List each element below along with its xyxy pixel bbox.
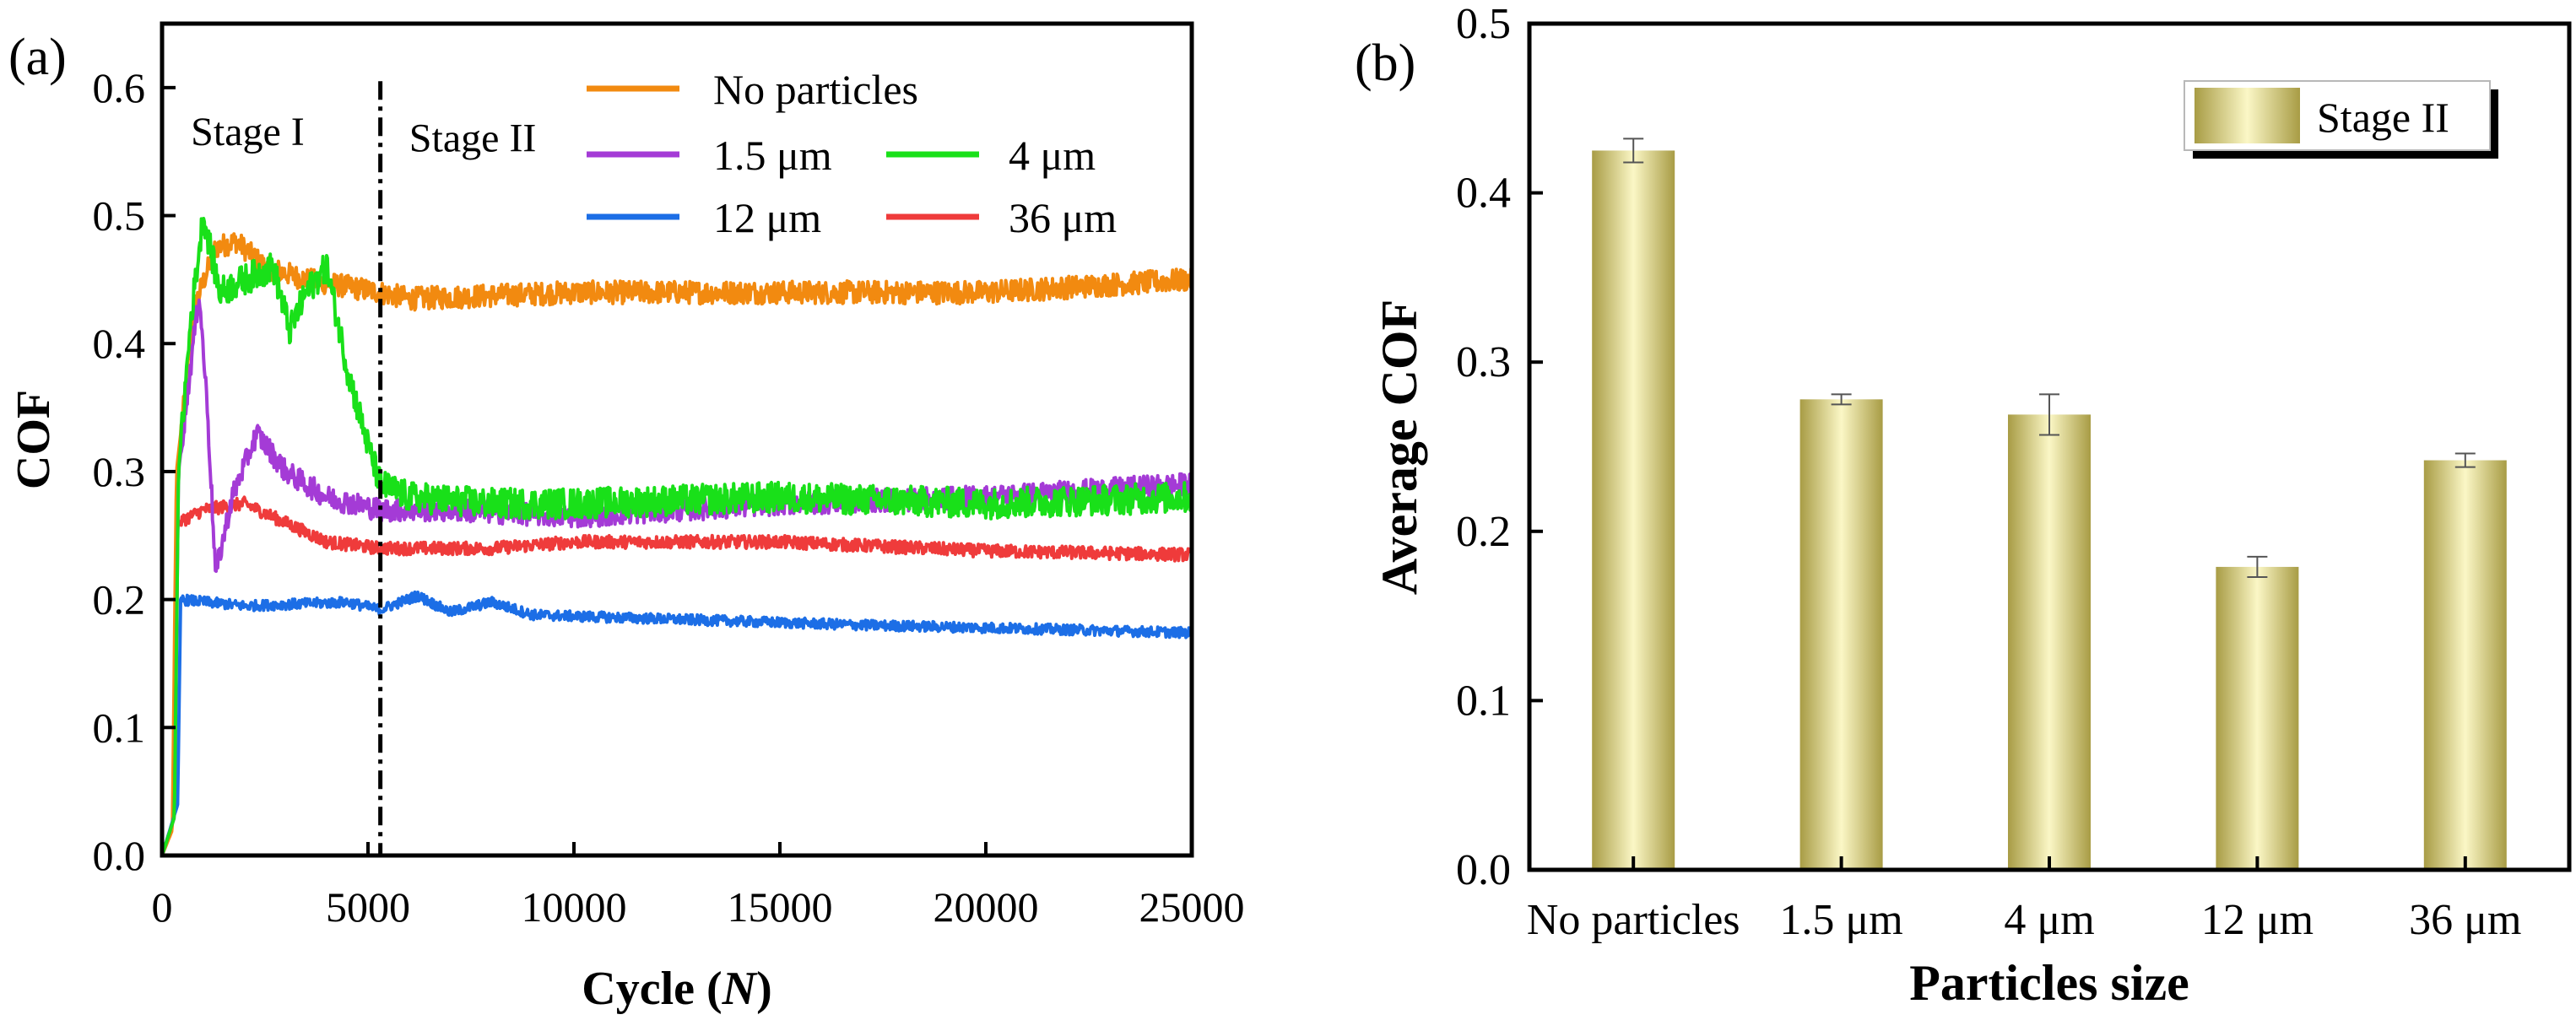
legend-a: No particles 1.5 μm 4 μm 12 μm 36 μm	[587, 66, 1117, 241]
legend-label-1-5um: 1.5 μm	[713, 132, 832, 179]
panel-b-label: (b)	[1355, 35, 1415, 92]
y-tick-label-b: 0.4	[1456, 170, 1511, 218]
legend-label-12um: 12 μm	[713, 194, 821, 241]
x-axis-a: 0 5000 10000 15000 20000 25000	[152, 842, 1245, 931]
x-axis-b: No particles 1.5 μm 4 μm 12 μm 36 μm	[1527, 856, 2521, 944]
x-axis-a-title-end: )	[756, 963, 772, 1015]
x-tick-label-b: 1.5 μm	[1779, 896, 1902, 944]
y-tick-label-b: 0.0	[1456, 846, 1511, 894]
bar	[1592, 150, 1675, 870]
x-tick-label-a: 5000	[326, 883, 410, 931]
x-tick-label-b: 4 μm	[2004, 896, 2094, 944]
y-tick-label-a: 0.2	[93, 576, 146, 623]
x-tick-label-a: 0	[152, 883, 173, 931]
y-tick-label-a: 0.1	[93, 704, 146, 751]
y-tick-label-b: 0.2	[1456, 508, 1511, 556]
bar-group	[1592, 138, 2507, 870]
y-tick-label-a: 0.4	[93, 320, 146, 367]
y-axis-a: 0.0 0.1 0.2 0.3 0.4 0.5 0.6	[93, 64, 176, 879]
y-axis-b-title: Average COF	[1372, 300, 1427, 595]
series-line-p12	[162, 590, 1192, 855]
panel-a: (a) Stage I Stage II 0 5000 10000 15000 2000…	[8, 21, 1245, 1015]
y-tick-label-a: 0.6	[93, 64, 146, 111]
plot-a-frame	[160, 21, 1194, 858]
bar	[2216, 566, 2299, 870]
bar	[2008, 414, 2091, 870]
series-line-no_particles	[162, 232, 1192, 855]
x-tick-label-b: 36 μm	[2409, 896, 2521, 944]
x-tick-label-b: No particles	[1527, 896, 1740, 944]
bar	[1799, 399, 1883, 870]
y-tick-label-a: 0.3	[93, 448, 146, 495]
x-tick-label-a: 15000	[728, 883, 833, 931]
x-axis-a-title-var: N	[722, 963, 759, 1015]
x-tick-label-b: 12 μm	[2201, 896, 2314, 944]
legend-label-36um: 36 μm	[1009, 194, 1117, 241]
panel-b: (b) 0.0 0.1 0.2 0.3 0.4 0.5 No particles 1.5 μ…	[1355, 0, 2572, 1011]
y-tick-label-b: 0.5	[1456, 0, 1511, 48]
legend-b: Stage II	[2184, 80, 2498, 159]
series-line-p4	[162, 217, 1192, 855]
y-axis-a-title: COF	[8, 390, 60, 489]
legend-label-no-particles: No particles	[713, 66, 918, 113]
stage-1-label: Stage I	[191, 110, 305, 154]
legend-b-label: Stage II	[2317, 94, 2449, 141]
y-tick-label-b: 0.1	[1456, 677, 1511, 725]
x-tick-label-a: 10000	[522, 883, 627, 931]
bar	[2423, 460, 2507, 870]
y-tick-label-a: 0.5	[93, 192, 146, 240]
y-tick-label-b: 0.3	[1456, 338, 1511, 386]
panel-a-label: (a)	[8, 29, 67, 86]
series-line-p36	[162, 495, 1192, 855]
series-line-p1_5	[162, 298, 1192, 855]
legend-b-swatch	[2194, 88, 2300, 143]
x-axis-b-title: Particles size	[1909, 955, 2189, 1011]
line-series-group	[162, 217, 1192, 855]
y-tick-label-a: 0.0	[93, 832, 146, 879]
x-tick-label-a: 20000	[934, 883, 1039, 931]
y-axis-b: 0.0 0.1 0.2 0.3 0.4 0.5	[1456, 0, 1543, 894]
stage-2-label: Stage II	[409, 116, 537, 161]
x-axis-a-title-main: Cycle (	[582, 963, 722, 1015]
x-axis-a-title: Cycle (N)	[582, 963, 771, 1015]
x-tick-label-a: 25000	[1139, 883, 1245, 931]
legend-label-4um: 4 μm	[1009, 132, 1096, 179]
